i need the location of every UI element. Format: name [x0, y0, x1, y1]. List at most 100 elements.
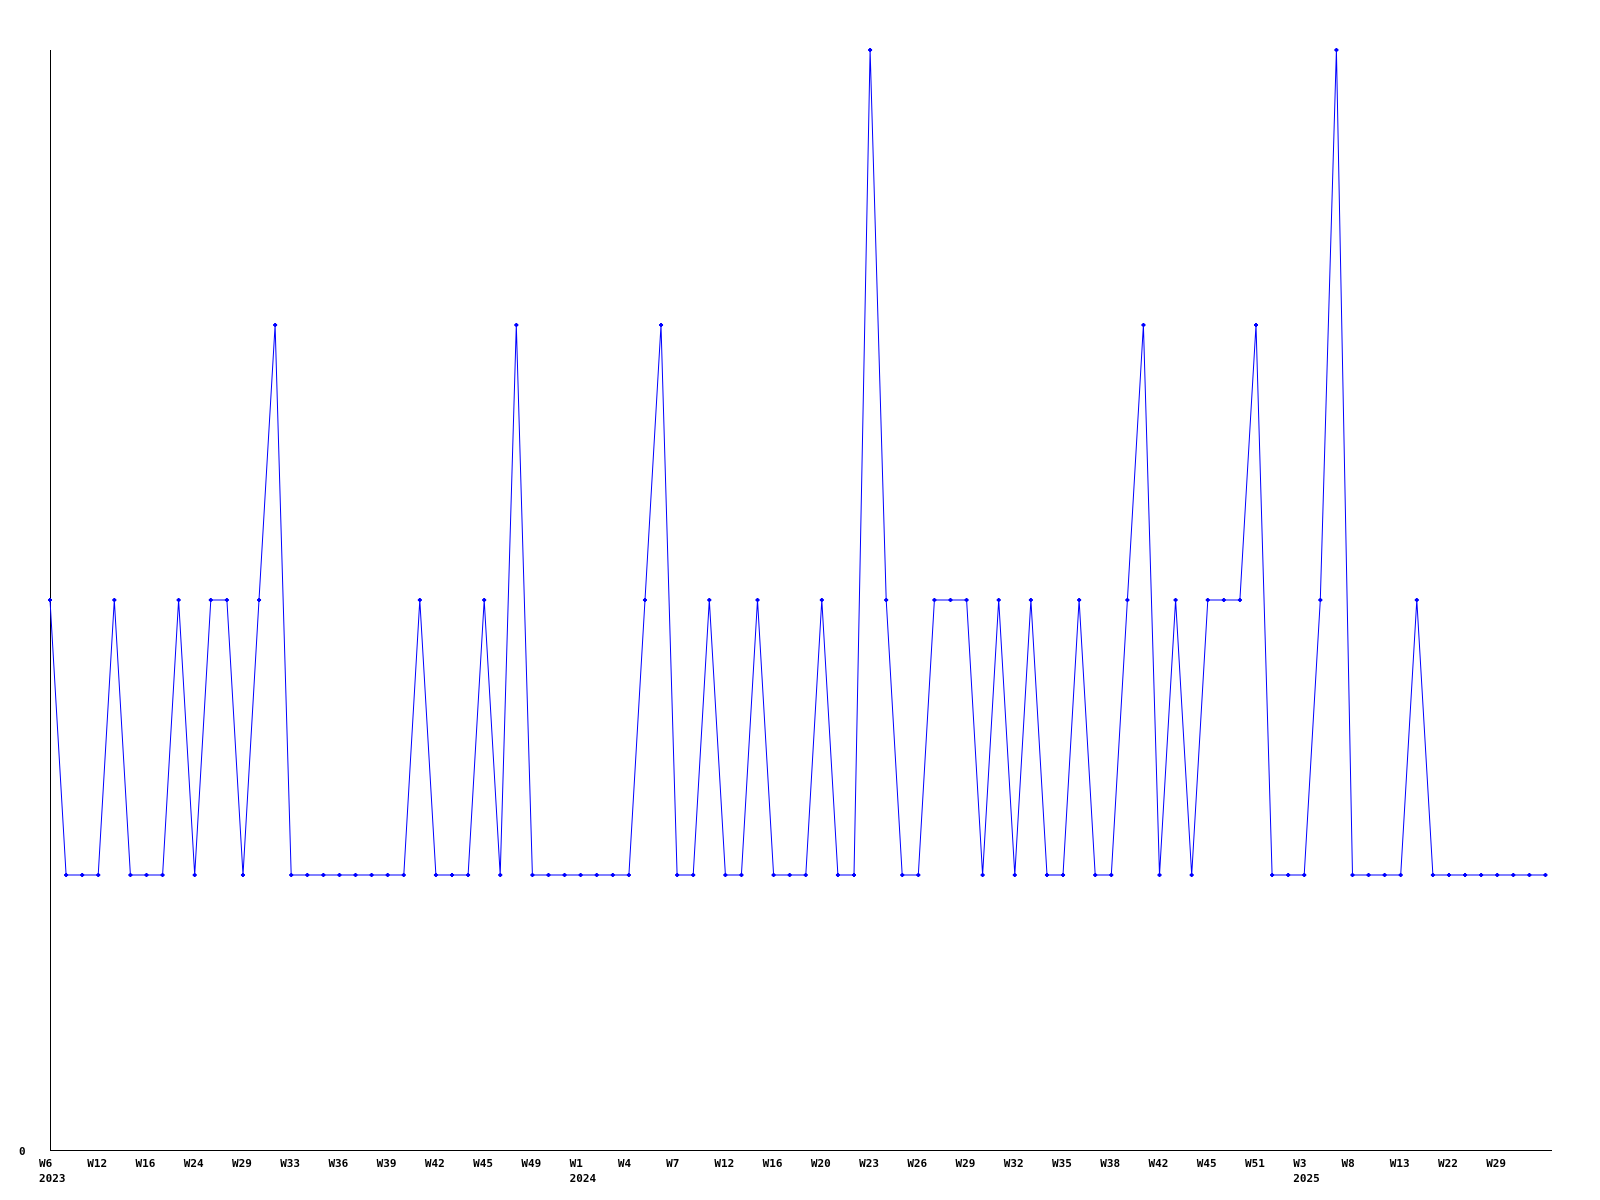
data-point: [385, 873, 390, 877]
data-point: [1012, 873, 1017, 877]
data-point: [1173, 598, 1178, 602]
year-labels: 2023 2024 2025: [39, 1172, 1320, 1185]
x-tick-label: W29: [1486, 1157, 1506, 1170]
data-point: [739, 873, 744, 877]
x-tick-label: W3: [1293, 1157, 1306, 1170]
x-tick-label: W33: [280, 1157, 300, 1170]
data-point: [64, 873, 69, 877]
x-tick-label: W7: [666, 1157, 679, 1170]
data-point: [562, 873, 567, 877]
data-point: [224, 598, 229, 602]
data-point: [578, 873, 583, 877]
data-point: [466, 873, 471, 877]
data-point: [1205, 598, 1210, 602]
x-tick-label: W45: [473, 1157, 493, 1170]
x-tick-label: W29: [232, 1157, 252, 1170]
series-line: [49, 49, 1546, 876]
data-point: [1270, 873, 1275, 877]
axes: 0: [19, 50, 1552, 1158]
data-point: [112, 598, 117, 602]
x-tick-label: W38: [1100, 1157, 1120, 1170]
data-point: [626, 873, 631, 877]
x-tick-label: W23: [859, 1157, 879, 1170]
data-point: [1237, 598, 1242, 602]
data-point: [1221, 598, 1226, 602]
data-point: [1446, 873, 1451, 877]
data-point: [208, 598, 213, 602]
data-point: [916, 873, 921, 877]
x-tick-label: W36: [328, 1157, 348, 1170]
data-point: [723, 873, 728, 877]
data-point: [932, 598, 937, 602]
data-point: [1495, 873, 1500, 877]
year-label: 2025: [1293, 1172, 1320, 1185]
x-tick-label: W39: [377, 1157, 397, 1170]
data-point: [1141, 323, 1146, 327]
data-point: [160, 873, 165, 877]
data-point: [514, 323, 519, 327]
data-point: [1463, 873, 1468, 877]
data-point: [900, 873, 905, 877]
data-point: [273, 323, 278, 327]
data-point: [482, 598, 487, 602]
data-point: [1511, 873, 1516, 877]
data-point: [1543, 873, 1548, 877]
data-point: [1382, 873, 1387, 877]
data-point: [852, 873, 856, 877]
data-point: [321, 873, 326, 877]
data-point: [1189, 873, 1194, 877]
data-point: [498, 873, 503, 877]
data-point: [659, 323, 664, 327]
data-point: [1414, 598, 1419, 602]
data-point: [964, 598, 969, 602]
x-tick-labels: W6 W12 W16 W24 W29 W33 W36 W39 W42 W45 W49 W1 W4 W7 W1…: [39, 1157, 1506, 1170]
data-point: [305, 873, 310, 877]
data-point: [691, 873, 696, 877]
data-point: [1334, 48, 1339, 52]
data-point: [948, 598, 953, 602]
data-point: [1157, 873, 1162, 877]
data-point: [1430, 873, 1435, 877]
data-point: [192, 873, 197, 877]
x-tick-label: W20: [811, 1157, 831, 1170]
data-point: [257, 598, 262, 602]
data-point: [1061, 873, 1066, 877]
data-point: [771, 873, 776, 877]
data-point: [1044, 873, 1049, 877]
data-point: [1479, 873, 1484, 877]
data-point: [1286, 873, 1291, 877]
data-point: [337, 873, 342, 877]
data-point: [642, 598, 647, 602]
data-point: [787, 873, 792, 877]
data-point: [128, 873, 133, 877]
data-point: [1302, 873, 1307, 877]
data-point: [755, 598, 760, 602]
data-point: [1527, 873, 1532, 877]
data-point: [1077, 598, 1082, 602]
x-tick-label: W16: [763, 1157, 783, 1170]
x-tick-label: W8: [1341, 1157, 1354, 1170]
data-point: [240, 873, 245, 877]
x-tick-label: W42: [425, 1157, 445, 1170]
x-tick-label: W13: [1390, 1157, 1410, 1170]
x-tick-label: W4: [618, 1157, 632, 1170]
data-point: [80, 873, 85, 877]
x-tick-label: W12: [87, 1157, 107, 1170]
data-point: [48, 598, 52, 602]
data-point: [1093, 873, 1098, 877]
x-tick-label: W22: [1438, 1157, 1458, 1170]
y-tick-label: 0: [19, 1145, 26, 1158]
data-point: [980, 873, 985, 877]
data-point: [353, 873, 358, 877]
data-point: [996, 598, 1001, 602]
data-point: [868, 48, 873, 52]
data-point: [707, 598, 712, 602]
data-point: [803, 873, 808, 877]
data-point: [546, 873, 551, 877]
data-point: [433, 873, 438, 877]
data-point: [835, 873, 840, 877]
series: [48, 48, 1548, 877]
data-point: [1109, 873, 1114, 877]
x-tick-label: W6: [39, 1157, 53, 1170]
